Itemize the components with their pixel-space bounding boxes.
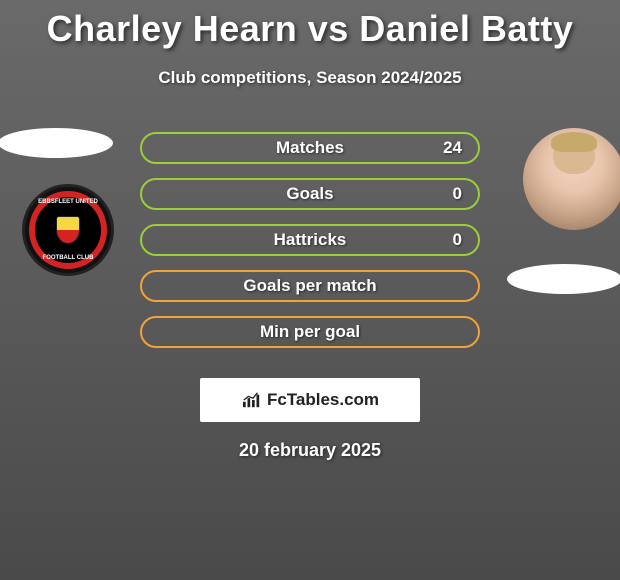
- stat-value-right: 0: [453, 184, 462, 204]
- right-player-oval: [507, 264, 620, 294]
- watermark-badge: FcTables.com: [200, 378, 420, 422]
- stat-label: Min per goal: [260, 322, 360, 342]
- watermark-text: FcTables.com: [267, 390, 379, 410]
- stat-rows: Matches 24 Goals 0 Hattricks 0 Goals per…: [140, 132, 480, 362]
- stat-label: Goals: [286, 184, 333, 204]
- stat-value-right: 24: [443, 138, 462, 158]
- chart-icon: [241, 391, 263, 409]
- stat-label: Goals per match: [243, 276, 376, 296]
- left-club-badge: EBBSFLEET UNITED FOOTBALL CLUB: [22, 184, 114, 276]
- right-player-photo: [523, 128, 620, 230]
- badge-inner-ring: EBBSFLEET UNITED FOOTBALL CLUB: [29, 191, 107, 269]
- stat-row-goals-per-match: Goals per match: [140, 270, 480, 302]
- badge-shield-icon: [56, 216, 80, 244]
- stat-row-hattricks: Hattricks 0: [140, 224, 480, 256]
- stat-label: Matches: [276, 138, 344, 158]
- badge-top-text: EBBSFLEET UNITED: [35, 199, 101, 205]
- stat-label: Hattricks: [274, 230, 347, 250]
- date-text: 20 february 2025: [0, 440, 620, 461]
- stat-row-matches: Matches 24: [140, 132, 480, 164]
- stat-value-right: 0: [453, 230, 462, 250]
- stat-row-min-per-goal: Min per goal: [140, 316, 480, 348]
- left-player-oval: [0, 128, 113, 158]
- page-title: Charley Hearn vs Daniel Batty: [0, 0, 620, 50]
- stat-row-goals: Goals 0: [140, 178, 480, 210]
- stats-area: EBBSFLEET UNITED FOOTBALL CLUB Matches 2…: [0, 128, 620, 368]
- badge-bottom-text: FOOTBALL CLUB: [35, 255, 101, 261]
- subtitle: Club competitions, Season 2024/2025: [0, 68, 620, 88]
